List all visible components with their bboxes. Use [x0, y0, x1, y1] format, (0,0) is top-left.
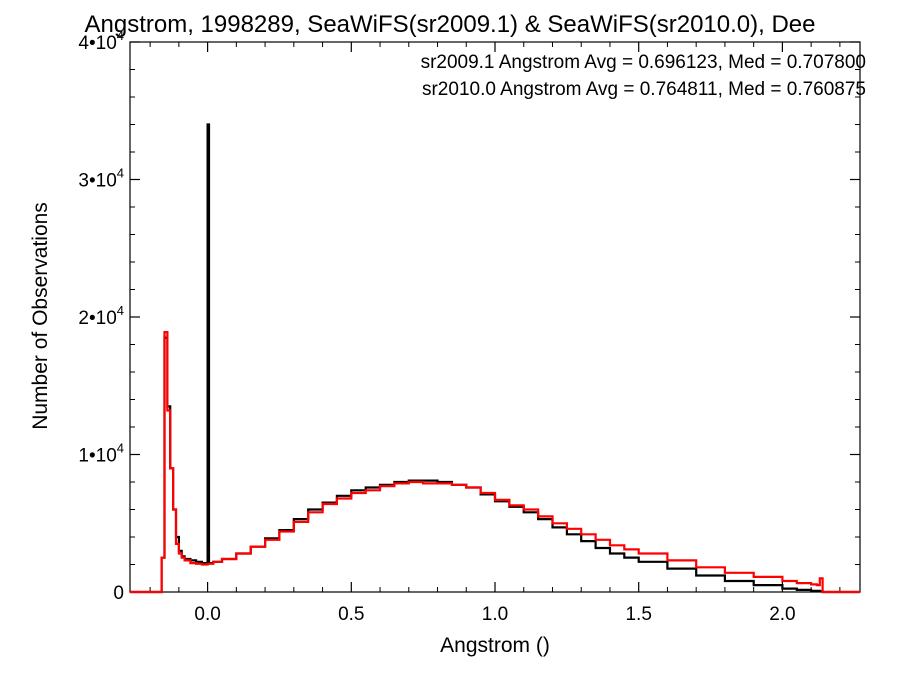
- y-tick-exponent: 4: [117, 303, 124, 318]
- x-axis-label: Angstrom (): [440, 634, 550, 657]
- series-line-sr2010-0: [130, 331, 860, 594]
- x-tick-label: 1.0: [482, 604, 508, 625]
- x-tick-label: 0.5: [338, 604, 364, 625]
- y-tick-exponent: 4: [117, 166, 124, 181]
- x-tick-label: 2.0: [769, 604, 795, 625]
- y-tick-exponent: 4: [117, 441, 124, 456]
- y-tick-base: 1•10: [78, 446, 116, 467]
- x-tick-label: 0.0: [194, 604, 220, 625]
- y-tick-exponent: 4: [117, 28, 124, 43]
- y-tick-label: 3•104: [78, 166, 124, 192]
- y-tick-label: 4•104: [78, 28, 124, 54]
- y-tick-base: 0: [113, 583, 124, 604]
- annotation-sr2009: sr2009.1 Angstrom Avg = 0.696123, Med = …: [421, 52, 866, 73]
- y-tick-base: 3•10: [78, 171, 116, 192]
- series-group: [130, 123, 860, 594]
- y-tick-label: 2•104: [78, 303, 124, 329]
- y-tick-label: 1•104: [78, 441, 124, 467]
- y-tick-base: 2•10: [78, 308, 116, 329]
- y-tick-label: 0: [113, 583, 124, 604]
- chart-title: Angstrom, 1998289, SeaWiFS(sr2009.1) & S…: [85, 11, 816, 38]
- annotation-sr2010: sr2010.0 Angstrom Avg = 0.764811, Med = …: [422, 79, 866, 100]
- plot-frame: [129, 41, 861, 593]
- x-tick-label: 1.5: [625, 604, 651, 625]
- series-line-sr2009-1: [130, 123, 860, 594]
- y-axis-label: Number of Observations: [29, 202, 52, 430]
- y-tick-base: 4•10: [78, 33, 116, 54]
